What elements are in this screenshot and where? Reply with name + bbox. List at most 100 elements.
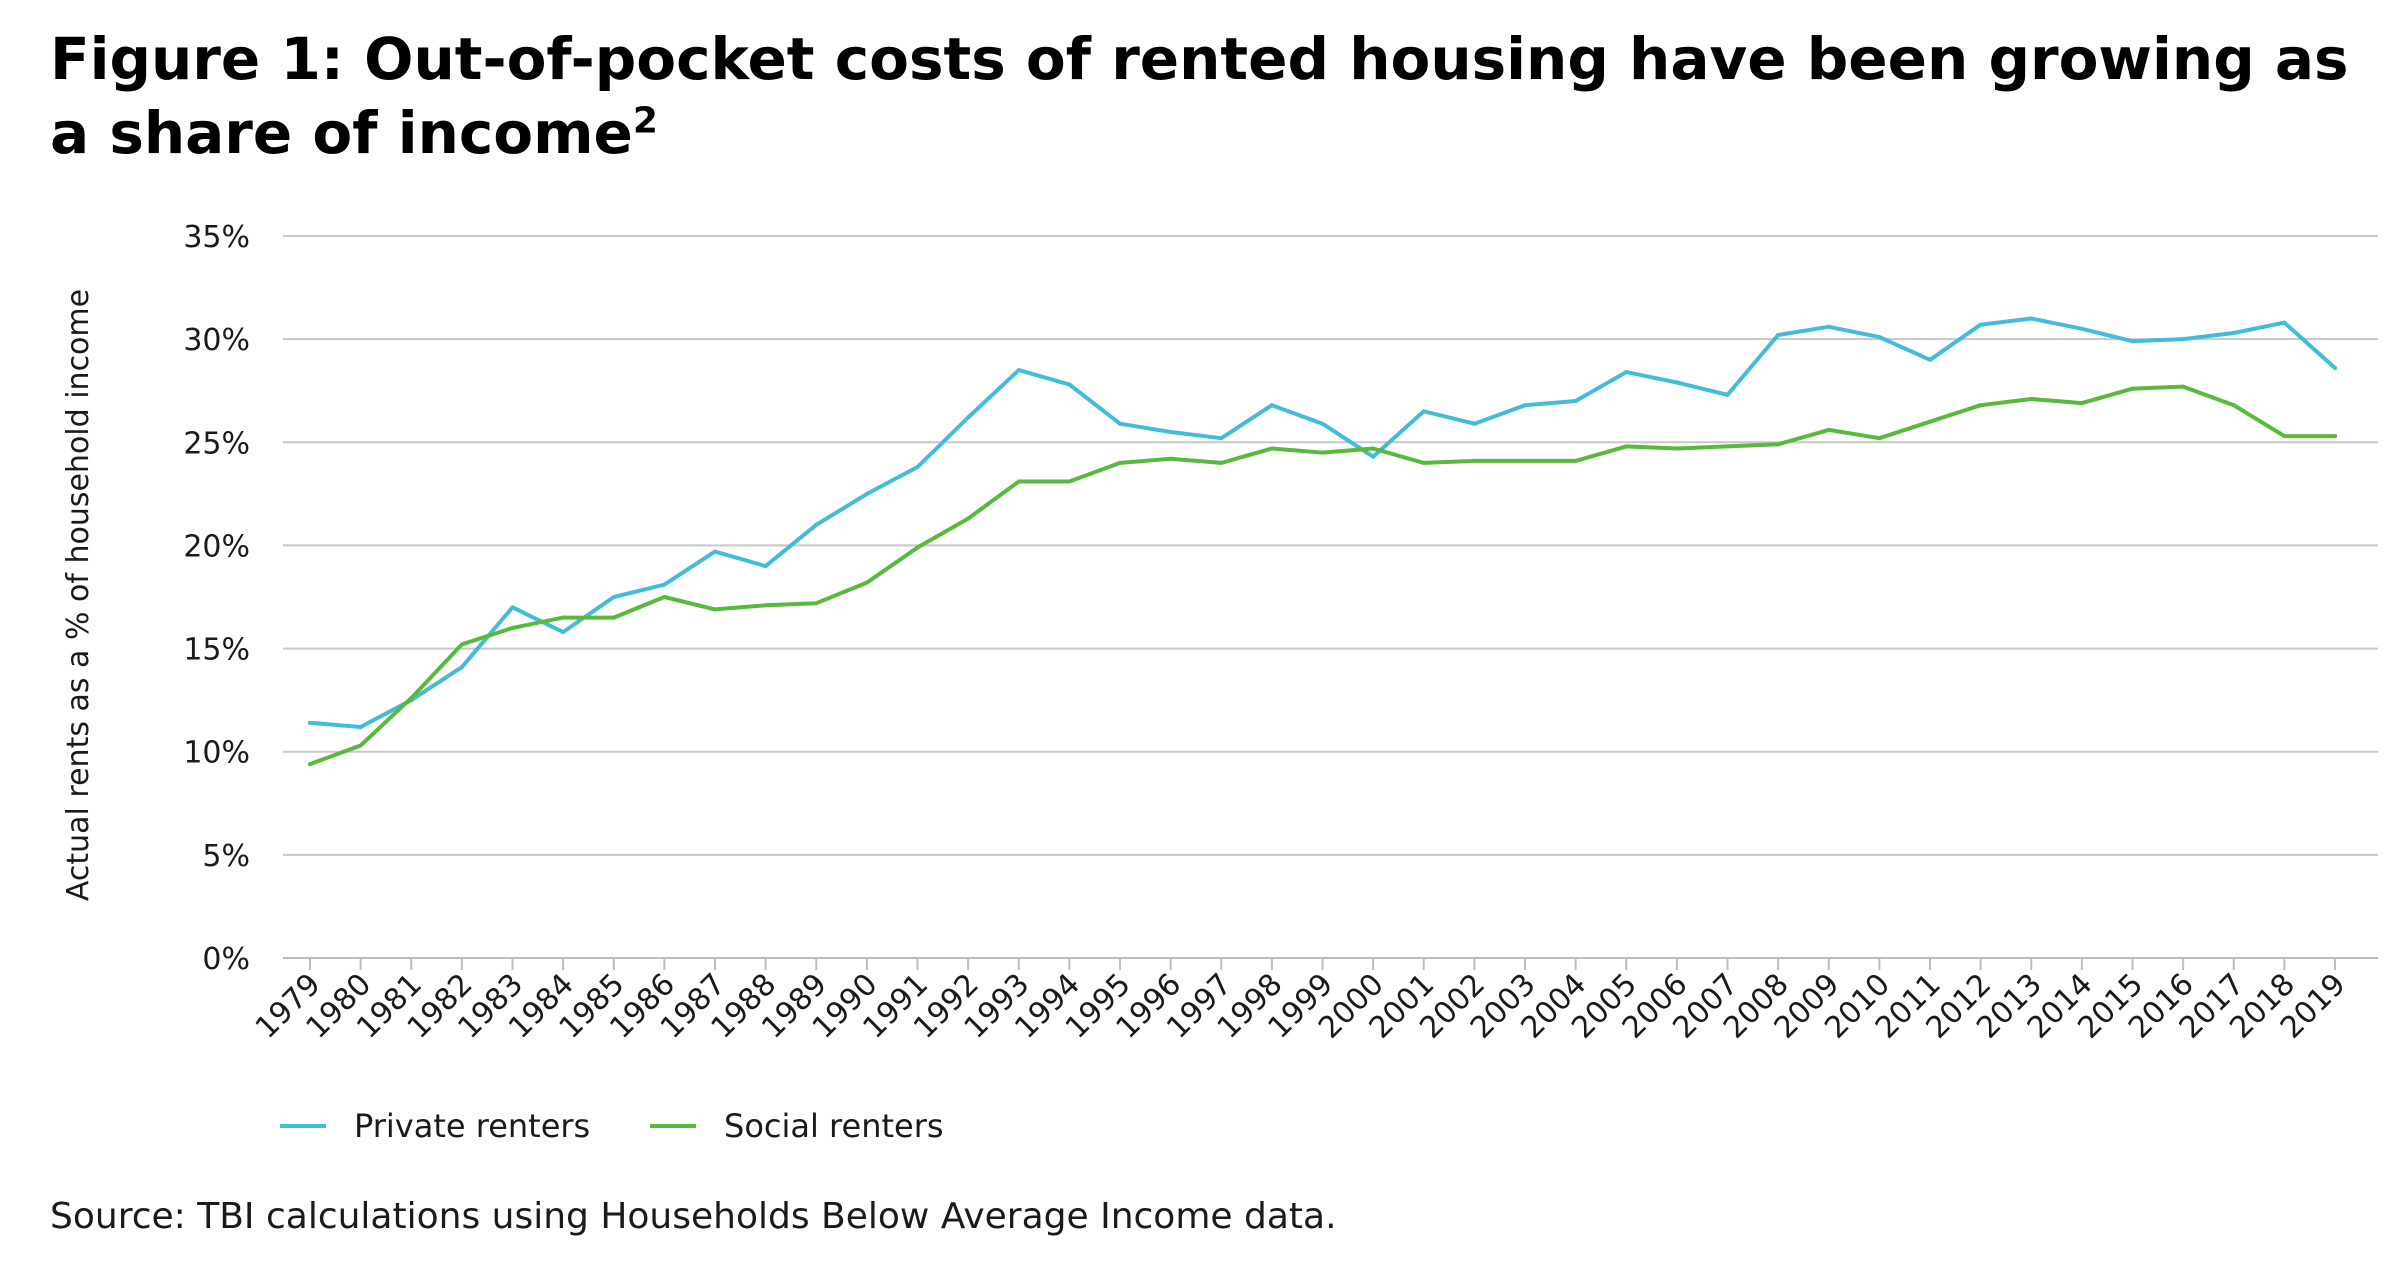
private-point-2001 (1421, 409, 1426, 414)
social-point-1995 (1118, 460, 1122, 465)
series-lines (308, 316, 2337, 767)
social-point-2000 (1371, 446, 1376, 451)
social-point-1997 (1219, 460, 1224, 465)
social-point-1987 (713, 607, 717, 612)
series-line-private-renters (308, 316, 2337, 729)
private-point-2008 (1776, 333, 1781, 338)
social-point-1991 (915, 545, 920, 550)
private-point-1995 (1118, 421, 1122, 426)
private-point-1998 (1269, 403, 1274, 408)
private-point-2014 (2079, 326, 2084, 331)
private-point-1990 (864, 491, 869, 496)
social-point-1983 (510, 625, 515, 630)
social-point-1996 (1168, 456, 1173, 461)
title-footnote-marker: 2 (632, 100, 658, 142)
social-point-2017 (2231, 403, 2236, 408)
chart-title: Figure 1: Out-of-pocket costs of rented … (50, 25, 2349, 167)
social-point-2011 (1928, 419, 1932, 424)
y-tick-label: 5% (202, 839, 250, 874)
social-point-1986 (662, 595, 667, 599)
social-point-2009 (1826, 427, 1831, 432)
social-point-2003 (1523, 458, 1527, 463)
private-point-2004 (1573, 399, 1578, 404)
y-tick-label: 20% (183, 529, 250, 564)
y-axis-label: Actual rents as a % of household income (61, 289, 96, 901)
private-point-2006 (1674, 380, 1679, 385)
private-point-2013 (2029, 316, 2034, 321)
social-point-2019 (2333, 434, 2337, 439)
social-point-1993 (1016, 479, 1021, 484)
private-point-1985 (611, 595, 616, 599)
private-point-1988 (763, 564, 768, 569)
private-point-2015 (2130, 339, 2135, 344)
social-point-2014 (2079, 401, 2084, 406)
social-point-1992 (966, 516, 971, 521)
private-point-1994 (1067, 382, 1072, 387)
private-point-1986 (662, 582, 667, 587)
social-point-2002 (1472, 458, 1477, 463)
y-tick-label: 0% (202, 942, 250, 977)
private-point-1984 (561, 630, 566, 635)
private-point-2005 (1624, 370, 1629, 375)
social-point-2008 (1776, 442, 1781, 447)
private-point-2002 (1472, 421, 1477, 426)
social-point-1989 (814, 601, 819, 606)
social-point-1984 (561, 615, 566, 620)
private-point-2003 (1523, 403, 1527, 408)
social-point-2016 (2181, 384, 2186, 389)
private-point-1996 (1168, 429, 1173, 434)
private-point-2012 (1978, 322, 1983, 327)
private-point-1991 (915, 465, 920, 470)
y-tick-label: 15% (183, 633, 250, 668)
y-tick-label: 35% (183, 220, 250, 255)
private-point-1980 (358, 724, 363, 729)
social-point-1982 (459, 642, 464, 647)
private-point-1987 (713, 549, 717, 554)
private-point-2019 (2333, 366, 2337, 371)
private-point-2017 (2231, 330, 2236, 335)
social-point-2018 (2282, 434, 2287, 439)
x-axis-ticks: 1979198019811982198319841985198619871988… (249, 958, 2353, 1046)
social-point-2001 (1421, 460, 1426, 465)
social-point-2006 (1674, 446, 1679, 451)
social-point-2013 (2029, 396, 2034, 401)
private-point-2011 (1928, 357, 1932, 362)
private-point-2009 (1826, 324, 1831, 329)
social-point-2005 (1624, 444, 1629, 449)
y-tick-label: 25% (183, 426, 250, 461)
social-point-1990 (864, 580, 869, 585)
source-note: Source: TBI calculations using Household… (50, 1196, 1337, 1237)
social-point-1994 (1067, 479, 1072, 484)
social-point-1979 (308, 762, 312, 767)
private-point-1993 (1016, 368, 1021, 373)
y-tick-label: 10% (183, 736, 250, 771)
private-point-1983 (510, 605, 515, 610)
private-point-2016 (2181, 337, 2186, 342)
private-point-2018 (2282, 320, 2287, 325)
private-point-1989 (814, 522, 819, 527)
private-point-1979 (308, 720, 312, 725)
social-point-1988 (763, 603, 768, 608)
legend: Private renters Social renters (280, 1107, 944, 1145)
private-point-1999 (1320, 421, 1325, 426)
private-point-1982 (459, 665, 464, 670)
social-point-2015 (2130, 386, 2135, 391)
social-point-2010 (1877, 436, 1882, 441)
gridlines (283, 235, 2378, 959)
social-point-2007 (1725, 444, 1730, 449)
y-axis-ticks: 0% 5% 10% 15% 20% 25% 30% 35% (183, 220, 250, 977)
private-point-1997 (1219, 436, 1224, 441)
social-point-2004 (1573, 458, 1578, 463)
legend-label-private: Private renters (354, 1107, 590, 1145)
y-tick-label: 30% (183, 323, 250, 358)
social-point-1985 (611, 615, 616, 620)
social-point-1980 (358, 743, 363, 748)
legend-label-social: Social renters (724, 1107, 944, 1145)
private-point-2000 (1371, 454, 1376, 459)
social-point-1981 (409, 696, 414, 701)
social-point-2012 (1978, 403, 1983, 408)
private-point-2007 (1725, 392, 1730, 397)
private-point-1992 (966, 415, 971, 420)
social-point-1999 (1320, 450, 1325, 455)
